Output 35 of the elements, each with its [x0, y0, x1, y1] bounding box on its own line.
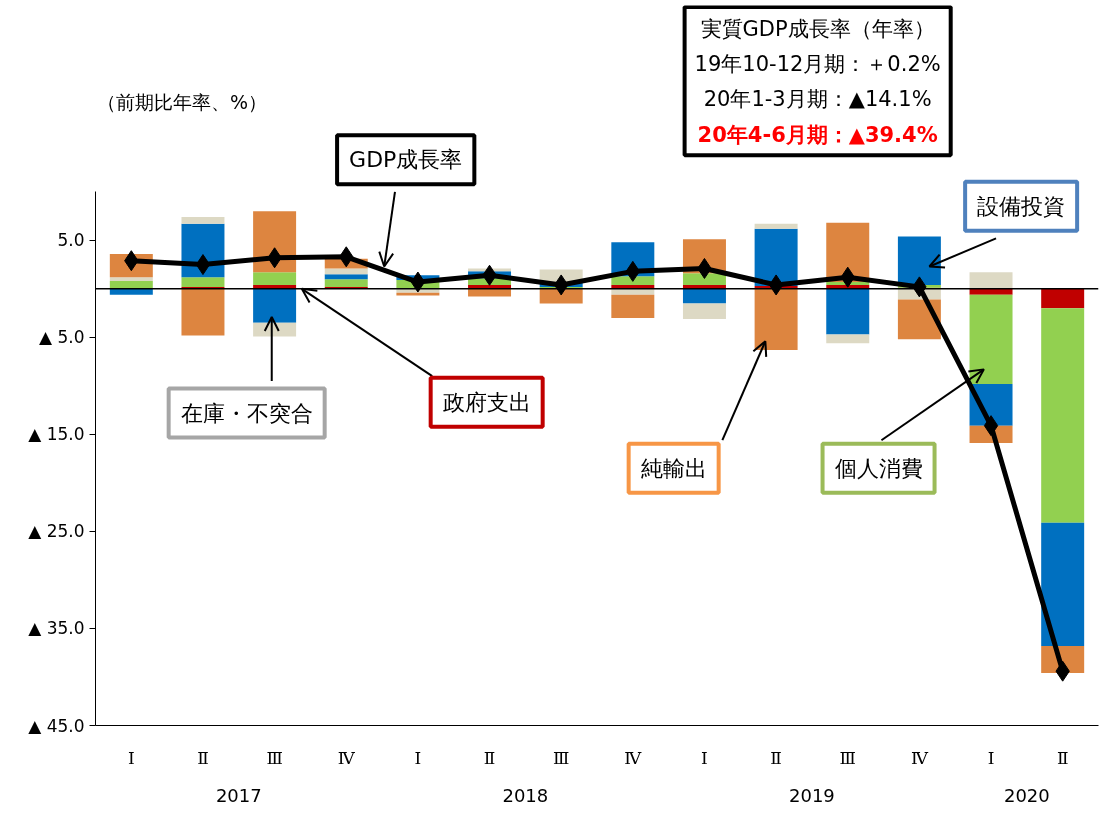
x-tick-label: Ⅲ [552, 747, 570, 768]
x-tick-label: Ⅰ [701, 747, 708, 768]
y-tick-label: ▲ 45.0 [28, 715, 85, 736]
text: 20年1-3月期：▲14.1% [703, 86, 932, 111]
text: 個人消費 [834, 455, 923, 481]
text: 2018 [502, 784, 549, 806]
y-tick-label: ▲ 5.0 [38, 327, 85, 348]
x-tick-label: Ⅰ [987, 747, 995, 768]
x-tick-label: Ⅰ [414, 747, 422, 768]
x-tick-label: Ⅳ [910, 747, 929, 768]
x-tick-label: Ⅱ [770, 747, 782, 768]
x-tick-label: Ⅲ [839, 747, 856, 768]
text: 実質GDP成長率（年率） [700, 16, 935, 41]
text: 2017 [215, 784, 262, 806]
x-tick-label: Ⅱ [1056, 747, 1069, 768]
text: 2019 [789, 784, 835, 806]
text: 政府支出 [442, 389, 531, 415]
series-label: 設備投資 [977, 193, 1066, 219]
x-tick-label: Ⅲ [266, 747, 283, 768]
text: 2020 [1003, 784, 1050, 806]
text: 19年10-12月期：＋0.2% [694, 51, 941, 76]
text: 純輸出 [640, 455, 707, 481]
text: GDP成長率 [349, 147, 463, 173]
x-tick-label: Ⅰ [127, 747, 135, 768]
x-tick-label: Ⅱ [483, 747, 496, 768]
y-tick-label: ▲ 25.0 [28, 521, 85, 542]
y-tick-label: 5.0 [57, 230, 85, 251]
x-tick-label: Ⅱ [197, 747, 209, 768]
y-tick-label: ▲ 15.0 [28, 424, 85, 445]
x-tick-label: Ⅳ [624, 747, 643, 768]
y-axis-title: （前期比年率、%） [96, 90, 267, 113]
x-tick-label: Ⅳ [337, 747, 356, 768]
text: 在庫・不突合 [180, 400, 313, 426]
text: 20年4-6月期：▲39.4% [697, 123, 938, 148]
y-tick-label: ▲ 35.0 [28, 618, 85, 639]
